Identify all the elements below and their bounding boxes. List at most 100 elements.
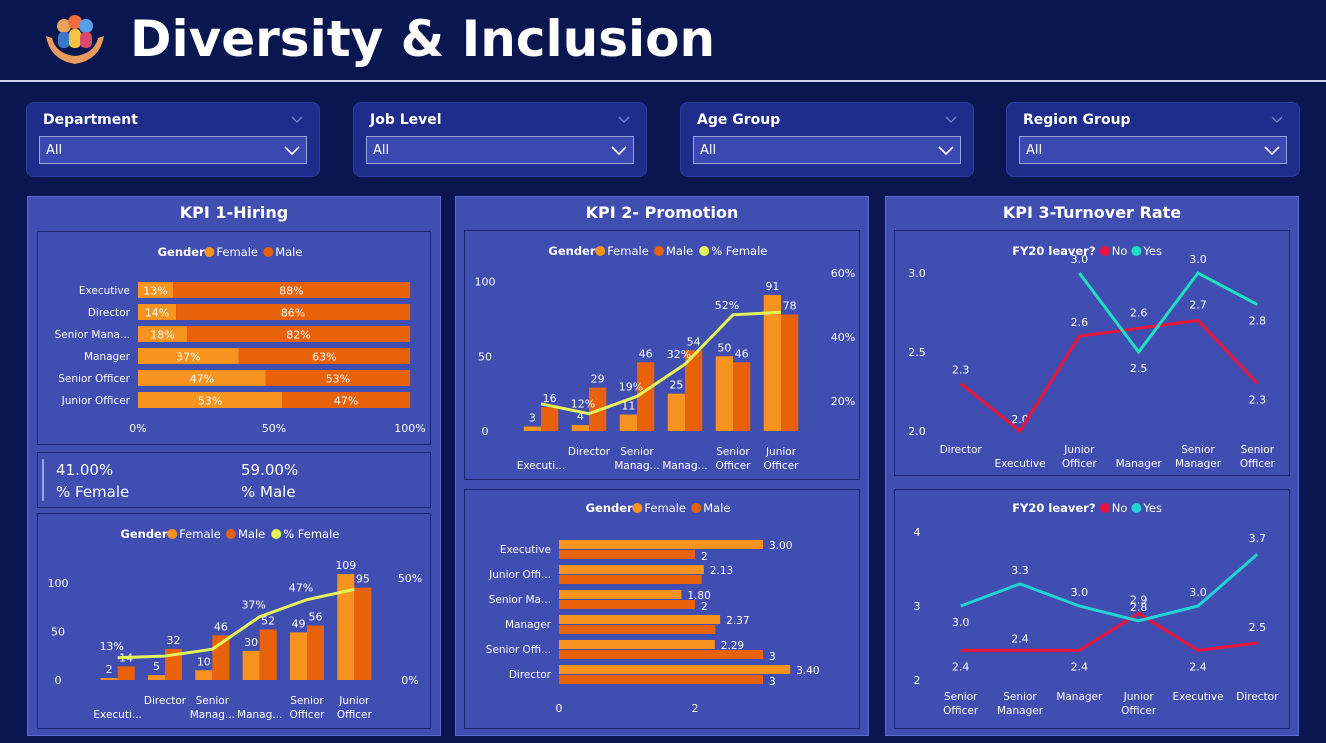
category-label: Officer: [1121, 705, 1157, 717]
legend-label: FY20 leaver?: [1012, 244, 1095, 258]
kpi3-title: KPI 3-Turnover Rate: [1002, 203, 1182, 222]
header-divider: [0, 80, 1326, 82]
category-label: Manager: [505, 619, 552, 631]
yes-data-label: 2.8: [1249, 315, 1267, 328]
data-label: 95: [356, 573, 370, 586]
data-label: 2: [701, 601, 708, 613]
job-level-dropdown[interactable]: All: [366, 136, 634, 164]
chevron-down-icon[interactable]: [938, 143, 954, 157]
chevron-down-icon[interactable]: [291, 113, 303, 125]
y-tick-label: 0: [55, 674, 62, 687]
bar-male: [685, 350, 703, 431]
y-tick-label: 50: [51, 625, 65, 638]
chevron-down-icon[interactable]: [618, 113, 630, 125]
legend-marker: [691, 503, 702, 513]
region-group-dropdown[interactable]: All: [1019, 136, 1287, 164]
data-label: 86%: [281, 307, 305, 320]
chevron-down-icon[interactable]: [611, 143, 627, 157]
category-label: Executive: [994, 458, 1045, 470]
department-dropdown[interactable]: All: [39, 136, 307, 164]
kpi2-combo-chart[interactable]: Gender Female Male % Female 0 50 100 20% 40% 60% 3…: [464, 230, 860, 480]
page-title: Diversity & Inclusion: [130, 10, 716, 68]
filter-region-group[interactable]: Region Group All: [1006, 102, 1300, 177]
legend-marker: [204, 247, 215, 257]
category-label: Director: [88, 307, 131, 319]
data-label: 2: [106, 663, 113, 676]
bar-male: [541, 407, 559, 431]
legend-marker: [1131, 246, 1142, 256]
category-label: Senior: [290, 695, 324, 707]
dropdown-value: All: [46, 143, 63, 158]
category-label: Officer: [1062, 458, 1098, 470]
chevron-down-icon[interactable]: [284, 143, 300, 157]
category-label: Director: [1236, 691, 1279, 703]
chevron-down-icon[interactable]: [1271, 113, 1283, 125]
category-label: Officer: [943, 705, 979, 717]
kpi1-combo-chart[interactable]: Gender Female Male% Female 0 50 100 0% 50% 2 14 Ex…: [37, 513, 431, 729]
category-label: Officer: [1240, 458, 1276, 470]
y2-tick-label: 40%: [831, 331, 855, 344]
kpi1-panel: KPI 1-Hiring Gender Female Male Executive 13…: [27, 196, 441, 736]
pct-female-line: [540, 310, 782, 416]
legend-label: No: [1112, 501, 1128, 515]
no-data-label: 2.9: [1130, 593, 1148, 606]
kpi1-gender-stats: 41.00% % Female 59.00% % Male: [37, 452, 431, 508]
bar-female: [138, 326, 187, 342]
kpi3-line-chart-1[interactable]: FY20 leaver? No Yes 2.0 2.5 3.0 Director 2.3 Exe…: [894, 230, 1290, 476]
yes-data-label: 3.0: [1071, 586, 1089, 599]
legend-marker: [699, 246, 710, 256]
filter-job-level[interactable]: Job Level All: [353, 102, 647, 177]
kpi1-stacked-bar-chart[interactable]: Gender Female Male Executive 13% 88% Director 1…: [37, 231, 431, 445]
category-label: Senior Officer: [58, 373, 130, 385]
bar-female: [571, 425, 589, 431]
no-data-label: 2.5: [1249, 621, 1267, 634]
x-tick-label: 2: [692, 702, 699, 715]
y2-tick-label: 50%: [398, 572, 422, 585]
data-label: 46: [214, 620, 228, 633]
chevron-down-icon[interactable]: [945, 113, 957, 125]
kpi2-hbar-chart[interactable]: Gender Female Male Executive 3.00 2 Junior Off…: [464, 489, 860, 729]
bar-female: [559, 590, 682, 599]
category-label: Director: [509, 669, 552, 681]
hbar-chart-svg: Gender Female Male Executive 3.00 2 Junior Off…: [486, 501, 820, 715]
stats-divider: [42, 459, 44, 501]
chevron-down-icon[interactable]: [1264, 143, 1280, 157]
category-label: Senior: [1003, 691, 1037, 703]
data-label: 54: [687, 335, 701, 348]
bar-female: [715, 356, 733, 431]
yes-data-label: 3.0: [1189, 253, 1207, 266]
pct-label: 32%: [667, 348, 691, 361]
filter-age-group[interactable]: Age Group All: [680, 102, 974, 177]
no-data-label: 2.6: [1130, 306, 1148, 319]
female-pct-label: % Female: [56, 483, 130, 501]
bar-male: [559, 575, 702, 584]
yes-data-label: 3.0: [952, 616, 970, 629]
legend-label: Female: [179, 527, 221, 541]
no-data-label: 2.7: [1189, 298, 1207, 311]
legend-marker: [654, 246, 664, 256]
y-tick-label: 2: [914, 674, 921, 687]
data-label: 14%: [145, 307, 169, 320]
data-label: 109: [335, 559, 356, 572]
no-data-label: 2.4: [1011, 632, 1029, 645]
yes-line: [960, 553, 1259, 623]
data-label: 5: [153, 660, 160, 673]
data-label: 32: [167, 634, 181, 647]
category-label: Manager: [1116, 458, 1163, 470]
dropdown-value: All: [700, 143, 717, 158]
bar-male: [176, 304, 410, 320]
category-label: Senior: [196, 695, 230, 707]
category-label: Officer: [337, 709, 373, 721]
filter-department[interactable]: Department All: [26, 102, 320, 177]
legend-marker: [1099, 246, 1110, 256]
bar-female: [763, 295, 781, 431]
dropdown-value: All: [1026, 143, 1043, 158]
legend-label: Male: [238, 527, 265, 541]
age-group-dropdown[interactable]: All: [693, 136, 961, 164]
category-label: Manag...: [662, 460, 707, 472]
kpi3-line-chart-2[interactable]: FY20 leaver? No Yes 2 3 4 Senior Officer 2.4 3.0 S…: [894, 489, 1290, 729]
line-chart-svg: FY20 leaver? No Yes 2.0 2.5 3.0 Director 2.3 Exe…: [908, 244, 1276, 470]
y-tick-label: 100: [48, 577, 69, 590]
female-pct-value: 41.00%: [56, 461, 114, 479]
y-tick-label: 100: [475, 276, 496, 289]
